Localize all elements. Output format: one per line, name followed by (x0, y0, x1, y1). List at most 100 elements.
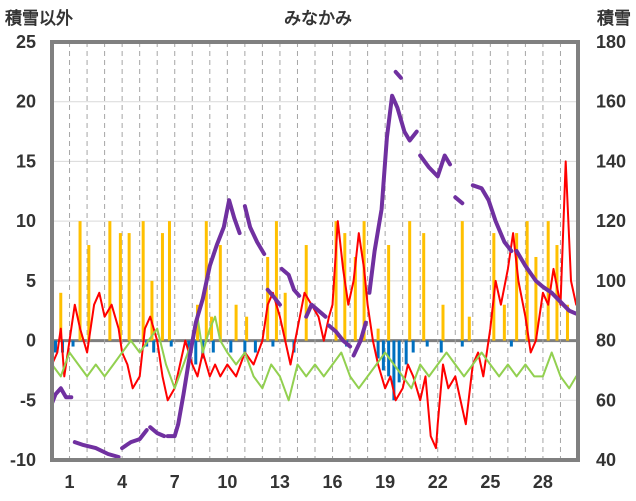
snow_depth-line (393, 69, 403, 80)
chart-title: みなかみ (284, 9, 352, 28)
y-tick-label: 20 (16, 92, 36, 112)
precipitation-bar (387, 245, 391, 341)
y-axis-label: 積雪以外 (5, 8, 73, 28)
precipitation-bar (422, 233, 426, 341)
precipitation-bar (441, 304, 445, 341)
y2-tick-label: 80 (596, 331, 616, 351)
snow_depth-line (327, 323, 353, 349)
snowfall-bar (71, 340, 75, 347)
x-tick-label: 19 (375, 472, 395, 492)
snowfall-bar (54, 340, 58, 353)
precipitation-bar (274, 221, 278, 341)
y-tick-label: 25 (16, 32, 36, 52)
precipitation-bar (160, 233, 164, 341)
precipitation-bar (218, 245, 222, 341)
snowfall-bar (397, 340, 401, 383)
temp_max-line (51, 160, 578, 450)
snowfall-bar (187, 340, 191, 353)
x-tick-label: 22 (428, 472, 448, 492)
snowfall-bar (404, 340, 408, 365)
x-tick-label: 25 (480, 472, 500, 492)
snowfall-bar (376, 340, 380, 359)
y-tick-label: -5 (20, 390, 36, 410)
y2-tick-label: 160 (596, 92, 626, 112)
precipitation-bar (245, 316, 249, 341)
snow_depth-line (279, 266, 302, 298)
precipitation-bar (78, 221, 82, 341)
snowfall-bar (439, 340, 443, 353)
precipitation-bar (555, 245, 559, 341)
snow_depth-line (453, 195, 465, 206)
y2-tick-label: 140 (596, 151, 626, 171)
snowfall-bar (211, 340, 215, 353)
x-tick-label: 13 (270, 472, 290, 492)
y-tick-label: -10 (10, 450, 36, 470)
precipitation-bar (362, 221, 366, 341)
precipitation-bar (234, 304, 238, 341)
snowfall-bar (229, 340, 233, 353)
precipitation-bar (167, 221, 171, 341)
precipitation-bar (266, 256, 270, 341)
x-tick-label: 16 (323, 472, 343, 492)
precipitation-bar (546, 221, 550, 341)
snow_depth-line (367, 93, 419, 295)
y-tick-label: 15 (16, 151, 36, 171)
snowfall-bar (194, 340, 198, 365)
y2-tick-label: 120 (596, 211, 626, 231)
precipitation-bar (108, 221, 112, 341)
snow_depth-line (72, 440, 121, 459)
precipitation-bar (59, 292, 63, 341)
precipitation-bar (304, 245, 308, 341)
snow_depth-line (304, 302, 328, 319)
x-tick-label: 7 (170, 472, 180, 492)
precipitation-bar (492, 233, 496, 341)
snowfall-bar (392, 340, 396, 401)
y2-tick-label: 60 (596, 390, 616, 410)
snow_depth-line (165, 198, 242, 439)
precipitation-bar (565, 304, 569, 341)
snowfall-bar (411, 340, 415, 353)
precipitation-bar (534, 256, 538, 341)
precipitation-bar (127, 233, 131, 341)
x-tick-label: 4 (117, 472, 127, 492)
snowfall-bar (169, 340, 173, 347)
snow_depth-line (470, 183, 514, 253)
precipitation-bar (502, 304, 506, 341)
precipitation-bar (150, 280, 154, 341)
precipitation-bar (467, 316, 471, 341)
snow_depth-line (50, 386, 74, 406)
precipitation-bar (408, 221, 412, 341)
x-tick-label: 1 (65, 472, 75, 492)
plot-frame (50, 40, 580, 462)
precipitation-bar (334, 221, 338, 341)
tick-labels: 25 20 15 10 5 0 -5 -10 180 160 140 120 100 80 60 40 1 4 7 1… (10, 32, 626, 492)
y2-tick-label: 40 (596, 450, 616, 470)
precipitation-bar (460, 221, 464, 341)
precipitation-bar (210, 316, 214, 341)
snow_depth-line (351, 320, 368, 358)
snowfall-bar (152, 340, 156, 353)
x-tick-label: 10 (217, 472, 237, 492)
precipitation-bar (515, 233, 519, 341)
snow_depth-line (148, 425, 167, 439)
precipitation-bar (525, 221, 529, 341)
x-tick-label: 28 (533, 472, 553, 492)
y2-tick-label: 180 (596, 32, 626, 52)
snow_depth-line (120, 428, 149, 451)
y-tick-label: 10 (16, 211, 36, 231)
precipitation-bar (353, 256, 357, 341)
precipitation-bar (87, 245, 91, 341)
temp_min-line (51, 315, 578, 402)
snowfall-bar (243, 340, 247, 353)
y2-tick-label: 100 (596, 271, 626, 291)
snow_depth-line (418, 153, 452, 179)
snowfall-bar (425, 340, 429, 347)
y2-axis-label: 積雪 (597, 8, 631, 28)
snow_depth-line (265, 287, 282, 307)
precipitation-bar (376, 328, 380, 341)
snow_depth-line (514, 249, 579, 316)
snowfall-bar (271, 340, 275, 347)
precipitation-bar (118, 233, 122, 341)
y-tick-label: 5 (26, 271, 36, 291)
